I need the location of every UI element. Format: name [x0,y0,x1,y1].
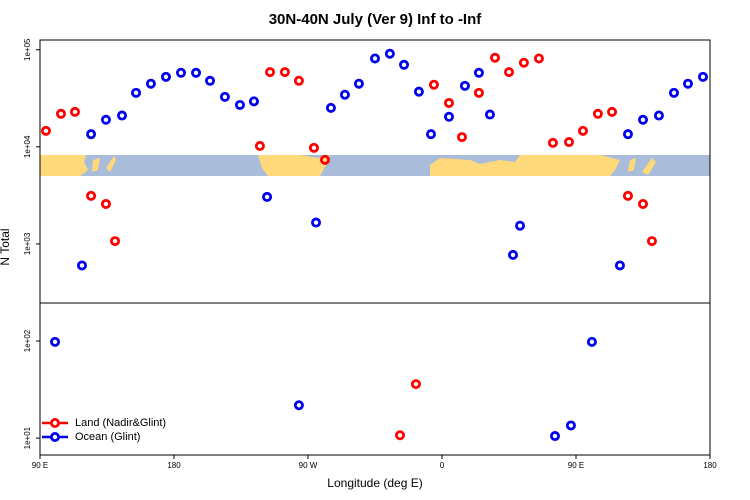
point [100,198,111,209]
point [456,132,467,143]
point [325,102,336,113]
point [586,336,597,347]
point [508,249,519,260]
map-strip [40,155,710,176]
point [145,78,156,89]
legend-label: Land (Nadir&Glint) [75,417,166,429]
point [533,53,544,64]
point [518,57,529,68]
point [265,67,276,78]
x-tick-label: 180 [703,461,717,470]
point [279,67,290,78]
point [55,108,66,119]
point [668,87,679,98]
point [131,87,142,98]
point [311,217,322,228]
point [219,91,230,102]
point [410,379,421,390]
x-tick-label: 0 [440,461,445,470]
point [473,87,484,98]
legend-marker [50,431,61,442]
point [428,79,439,90]
point [160,71,171,82]
point [353,78,364,89]
point [293,75,304,86]
point [473,67,484,78]
point [550,431,561,442]
point [515,220,526,231]
point [86,190,97,201]
point [69,106,80,117]
x-axis-label: Longitude (deg E) [327,476,422,490]
y-tick-label: 1e+03 [23,232,32,255]
point [638,198,649,209]
point [293,400,304,411]
point [399,59,410,70]
point [248,96,259,107]
point [319,154,330,165]
point [622,190,633,201]
point [175,67,186,78]
point [622,129,633,140]
point [234,99,245,110]
point [698,71,709,82]
point [592,108,603,119]
point [100,114,111,125]
y-tick-label: 1e+05 [23,38,32,61]
point [565,420,576,431]
point [503,67,514,78]
point [682,78,693,89]
point [425,129,436,140]
point [262,191,273,202]
point [413,86,424,97]
point [339,89,350,100]
y-tick-label: 1e+01 [23,426,32,449]
x-tick-label: 90 E [32,461,48,470]
x-tick-label: 180 [167,461,181,470]
x-tick-label: 90 W [299,461,318,470]
point [76,260,87,271]
point [490,52,501,63]
point [117,110,128,121]
point [484,109,495,120]
x-tick-label: 90 E [568,461,584,470]
point [653,110,664,121]
point [369,53,380,64]
point [577,125,588,136]
legend-label: Ocean (Glint) [75,431,140,443]
point [547,137,558,148]
point [646,236,657,247]
legend-marker [50,417,61,428]
point [459,80,470,91]
point [308,142,319,153]
point [638,114,649,125]
point [395,430,406,441]
point [205,75,216,86]
point [564,137,575,148]
point [607,106,618,117]
point [614,260,625,271]
plot-frame [39,39,711,456]
point [443,97,454,108]
point [110,236,121,247]
point [384,48,395,59]
point [40,125,51,136]
point [191,67,202,78]
point [254,141,265,152]
y-tick-label: 1e+02 [23,329,32,352]
y-axis-label: N Total [0,228,12,265]
y-tick-label: 1e+04 [23,135,32,158]
point [443,111,454,122]
point [50,336,61,347]
point [86,129,97,140]
chart-title: 30N-40N July (Ver 9) Inf to -Inf [269,11,483,28]
